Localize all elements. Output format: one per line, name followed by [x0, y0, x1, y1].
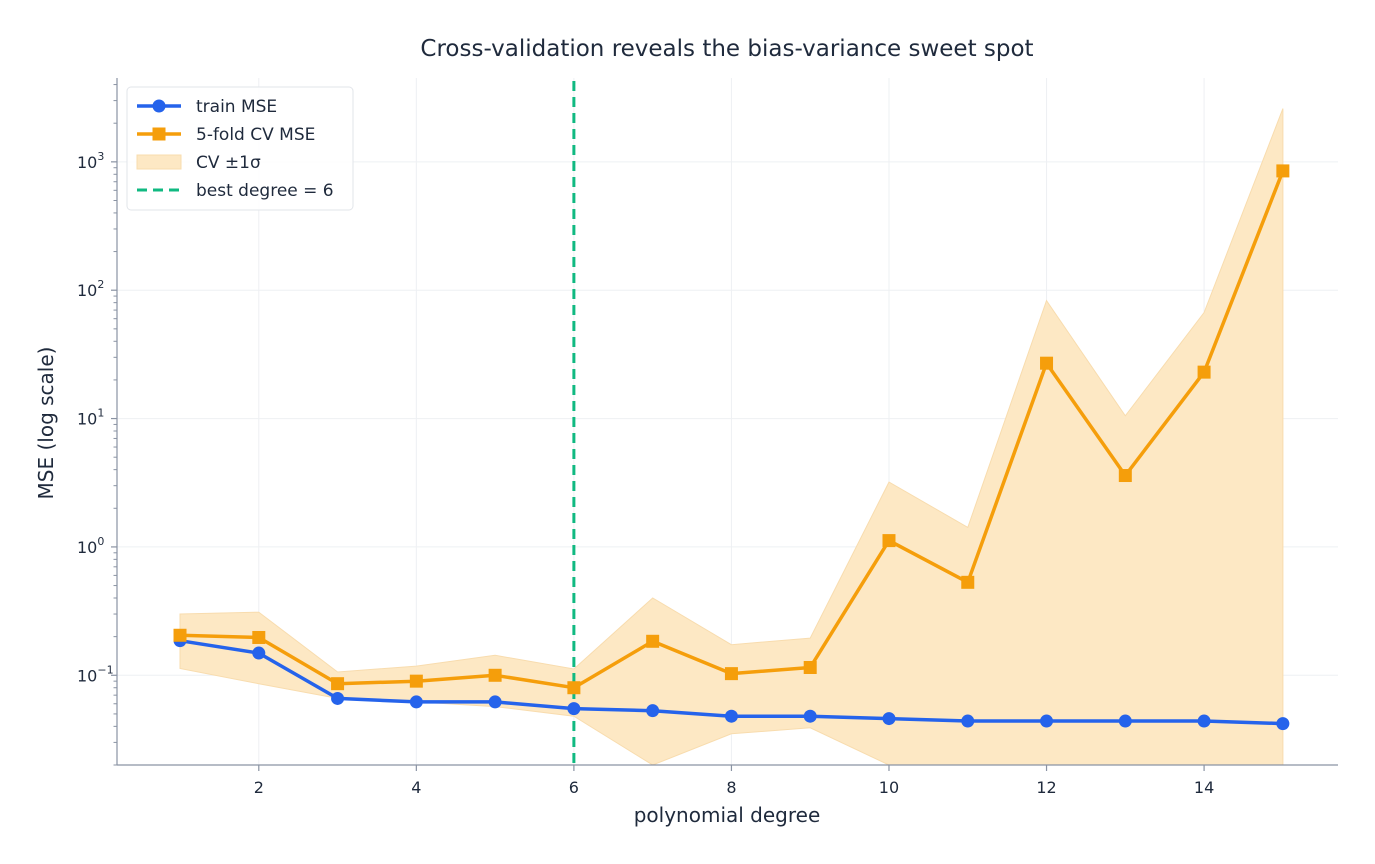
axes: 2 4 6 8 10 12 14 10−1 100 101 102 103	[77, 78, 1338, 797]
legend-item-band: CV ±1σ	[136, 153, 261, 173]
x-tick-label: 6	[569, 778, 579, 797]
train-mse-point	[646, 704, 660, 718]
cv-mse-point	[252, 630, 266, 644]
series-layer	[173, 81, 1290, 765]
legend: train MSE 5-fold CV MSE CV ±1σ best degree …	[126, 86, 354, 211]
cv-mse-point	[1197, 365, 1211, 379]
cv-mse-point	[1040, 356, 1054, 370]
legend-marker	[152, 99, 166, 113]
cv-mse-point	[331, 677, 345, 691]
x-tick-label: 8	[726, 778, 736, 797]
train-mse-point	[409, 695, 423, 709]
legend-item-cv: 5-fold CV MSE	[137, 125, 315, 145]
cv-mse-point	[409, 674, 423, 688]
cv-mse-point	[1276, 164, 1290, 178]
y-tick-label: 100	[77, 535, 104, 557]
train-mse-point	[567, 702, 581, 716]
train-mse-point	[1276, 717, 1290, 731]
cv-mse-point	[567, 681, 581, 695]
train-mse-point	[1197, 714, 1211, 728]
legend-label: 5-fold CV MSE	[196, 125, 315, 145]
cv-mse-point	[803, 660, 817, 674]
x-tick-label: 10	[879, 778, 899, 797]
x-axis-label: polynomial degree	[634, 803, 821, 827]
legend-item-train: train MSE	[137, 97, 277, 117]
legend-item-best: best degree = 6	[137, 181, 334, 201]
chart-title: Cross-validation reveals the bias-varian…	[420, 36, 1033, 62]
train-mse-point	[882, 712, 896, 726]
cv-mse-point	[173, 628, 187, 642]
y-tick-label: 101	[77, 407, 104, 429]
y-axis-label: MSE (log scale)	[34, 347, 58, 500]
train-mse-point	[803, 709, 817, 723]
x-tick-label: 14	[1194, 778, 1214, 797]
cv-mse-point	[1118, 469, 1132, 483]
y-tick-label: 10−1	[77, 663, 114, 685]
cv-mse-point	[961, 575, 975, 589]
train-mse-point	[252, 646, 266, 660]
train-mse-point	[331, 691, 345, 705]
x-tick-label: 2	[254, 778, 264, 797]
cv-mse-point	[488, 668, 502, 682]
y-tick-label: 103	[77, 150, 104, 172]
train-mse-point	[1118, 714, 1132, 728]
legend-box	[126, 86, 354, 211]
cv-mse-point	[646, 634, 660, 648]
legend-patch	[136, 154, 182, 170]
cv-mse-point	[882, 534, 896, 548]
legend-label: CV ±1σ	[196, 153, 261, 173]
train-mse-point	[1040, 714, 1054, 728]
train-mse-point	[724, 709, 738, 723]
x-tick-label: 12	[1036, 778, 1056, 797]
train-mse-point	[961, 714, 975, 728]
y-tick-label: 102	[77, 278, 104, 300]
legend-label: train MSE	[196, 97, 277, 117]
legend-label: best degree = 6	[196, 181, 334, 201]
legend-marker	[152, 127, 166, 141]
train-mse-point	[488, 695, 502, 709]
x-tick-label: 4	[411, 778, 421, 797]
cv-mse-point	[724, 667, 738, 681]
